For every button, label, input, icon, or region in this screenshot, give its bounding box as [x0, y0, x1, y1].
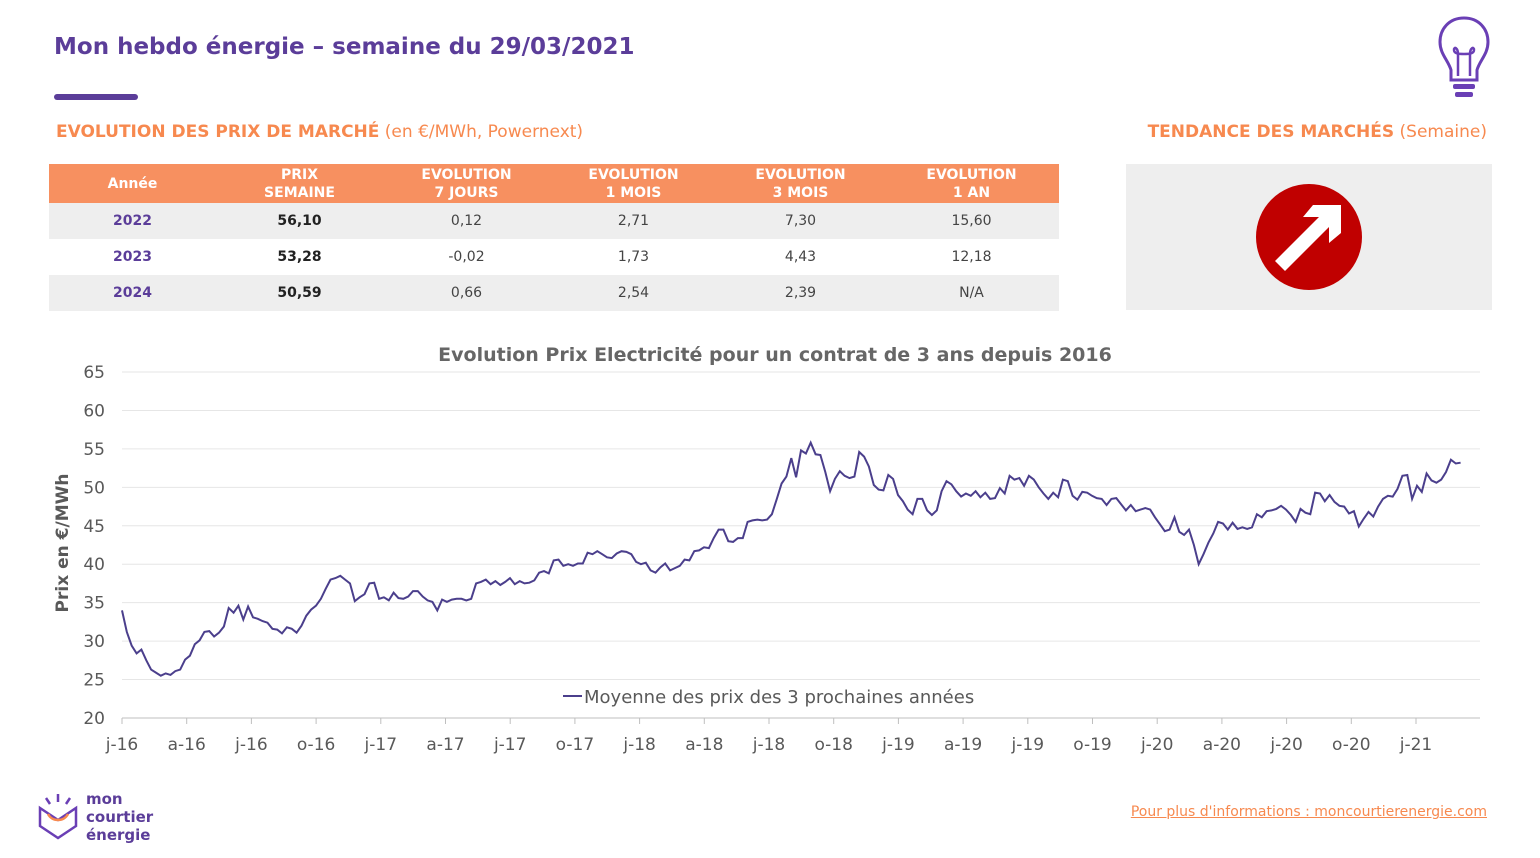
cell-evol-7d: 0,12: [383, 203, 550, 239]
x-tick-label: o-20: [1332, 735, 1370, 755]
cell-evol-7d: -0,02: [448, 249, 485, 265]
y-tick-label: 35: [83, 594, 105, 614]
gridlines: [122, 371, 1480, 681]
cell-year: 2022: [49, 203, 216, 239]
x-tick-label: o-19: [1073, 735, 1111, 755]
brand-logo: [38, 794, 78, 840]
cell-year: 2023: [113, 249, 152, 265]
lightbulb-icon: [1438, 16, 1490, 97]
up-right-arrow-icon: [1256, 184, 1362, 290]
header-evol-3m: EVOLUTION 3 MOIS: [717, 164, 884, 203]
cell-year: 2024: [49, 275, 216, 311]
cell-evol-1y: N/A: [884, 275, 1059, 311]
series-line: [121, 440, 1461, 677]
x-tick-label: a-17: [426, 735, 464, 755]
header-evol-1y: EVOLUTION 1 AN: [884, 164, 1059, 203]
x-tick-label: j-16: [234, 735, 268, 755]
cell-evol-3m: 7,30: [717, 203, 884, 239]
x-tick-label: j-17: [493, 735, 527, 755]
cell-evol-1y: 12,18: [951, 249, 992, 265]
page-title: Mon hebdo énergie – semaine du 29/03/202…: [54, 34, 635, 60]
x-tick-label: j-16: [105, 735, 139, 755]
x-tick-label: o-18: [814, 735, 852, 755]
table-row: 2023 53,28 -0,02 1,73 4,43 12,18: [49, 239, 1059, 275]
x-tick-label: a-18: [685, 735, 723, 755]
logo-line-3: énergie: [86, 826, 151, 844]
header-evol-1m: EVOLUTION 1 MOIS: [550, 164, 717, 203]
y-tick-label: 20: [83, 709, 105, 729]
logo-line-1: mon: [86, 790, 123, 808]
x-tick-label: j-17: [364, 735, 398, 755]
table-row: 2024 50,59 0,66 2,54 2,39 N/A: [49, 275, 1059, 311]
cell-price: 56,10: [216, 203, 383, 239]
table-header-row: Année PRIX SEMAINE EVOLUTION 7 JOURS EVO…: [49, 164, 1059, 203]
x-tick-label: j-19: [1011, 735, 1045, 755]
cell-price: 50,59: [216, 275, 383, 311]
y-tick-label: 55: [83, 440, 105, 460]
section-prices-title: EVOLUTION DES PRIX DE MARCHÉ: [56, 122, 380, 142]
header-year: Année: [49, 164, 216, 203]
price-chart: Evolution Prix Electricité pour un contr…: [53, 344, 1480, 755]
x-tick-label: j-18: [752, 735, 786, 755]
section-prices-heading: EVOLUTION DES PRIX DE MARCHÉ (en €/MWh, …: [56, 122, 583, 142]
y-tick-label: 65: [83, 363, 105, 383]
x-tick-label: a-20: [1203, 735, 1241, 755]
header-evol-7d: EVOLUTION 7 JOURS: [383, 164, 550, 203]
legend-label: Moyenne des prix des 3 prochaines années: [584, 687, 974, 708]
chart-title: Evolution Prix Electricité pour un contr…: [438, 344, 1112, 366]
x-tick-label: j-20: [1140, 735, 1174, 755]
x-axis-ticks: j-16 a-16 j-16 o-16 j-17 a-17 j-17 o-17 j-18 a-18…: [105, 718, 1433, 755]
y-tick-label: 30: [83, 632, 105, 652]
footer-info-link[interactable]: Pour plus d'informations : moncourtieren…: [1130, 804, 1487, 820]
y-tick-label: 25: [83, 671, 105, 691]
logo-line-2: courtier: [86, 808, 154, 826]
title-underline: [54, 94, 138, 100]
section-trend-note: (Semaine): [1394, 122, 1487, 142]
cell-evol-7d: 0,66: [383, 275, 550, 311]
x-tick-label: a-19: [944, 735, 982, 755]
table-row: 2022 56,10 0,12 2,71 7,30 15,60: [49, 203, 1059, 239]
cell-evol-1m: 2,71: [550, 203, 717, 239]
section-trend-heading: TENDANCE DES MARCHÉS (Semaine): [1120, 122, 1487, 142]
cell-evol-1y: 15,60: [884, 203, 1059, 239]
header-price: PRIX SEMAINE: [216, 164, 383, 203]
cell-evol-3m: 2,39: [717, 275, 884, 311]
x-tick-label: o-17: [556, 735, 594, 755]
y-axis-label: Prix en €/MWh: [53, 474, 73, 613]
y-axis-ticks: 20 25 30 35 40 45 50 55 60 65: [83, 363, 105, 729]
brand-logo-text: mon courtier énergie: [86, 790, 153, 844]
cell-price: 53,28: [277, 249, 322, 265]
y-tick-label: 60: [83, 401, 105, 421]
y-tick-label: 40: [83, 555, 105, 575]
cell-evol-1m: 2,54: [550, 275, 717, 311]
cell-evol-3m: 4,43: [784, 249, 817, 265]
y-tick-label: 50: [83, 478, 105, 498]
x-tick-label: a-16: [168, 735, 206, 755]
x-tick-label: j-18: [622, 735, 656, 755]
x-tick-label: j-21: [1399, 735, 1433, 755]
price-table: Année PRIX SEMAINE EVOLUTION 7 JOURS EVO…: [49, 164, 1059, 311]
x-tick-label: j-20: [1269, 735, 1303, 755]
section-prices-note: (en €/MWh, Powernext): [379, 122, 584, 142]
x-tick-label: o-16: [297, 735, 335, 755]
x-tick-label: j-19: [881, 735, 915, 755]
section-trend-title: TENDANCE DES MARCHÉS: [1147, 122, 1395, 142]
y-tick-label: 45: [83, 517, 105, 537]
cell-evol-1m: 1,73: [617, 249, 650, 265]
